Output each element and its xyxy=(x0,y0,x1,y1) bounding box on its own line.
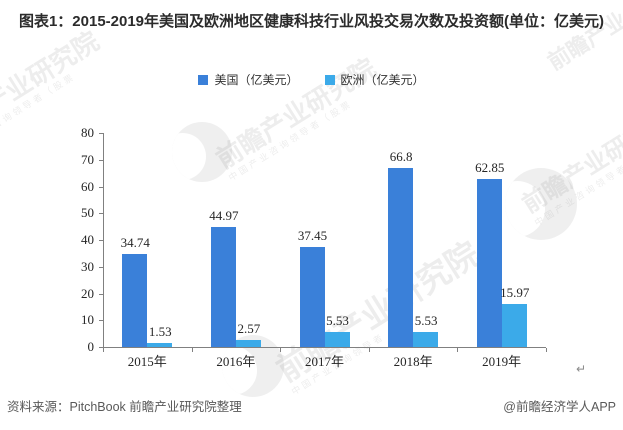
credit-text: @前瞻经济学人APP xyxy=(503,400,616,414)
y-axis-line xyxy=(103,133,104,347)
bar-value-label: 15.97 xyxy=(500,285,530,301)
x-axis-label: 2019年 xyxy=(482,354,522,369)
y-axis-label: 80 xyxy=(81,125,94,140)
y-axis-label: 70 xyxy=(81,151,94,167)
y-axis-label: 40 xyxy=(81,232,94,247)
bar-eu-2018 xyxy=(413,332,439,347)
y-axis-tick xyxy=(99,320,103,322)
legend-item-europe: 欧洲（亿美元） xyxy=(324,71,425,88)
x-axis-tick xyxy=(546,348,547,352)
y-axis-label: 0 xyxy=(87,339,95,354)
return-arrow-glyph: ↵ xyxy=(576,362,587,376)
bar-value-label: 5.53 xyxy=(414,313,438,329)
y-axis-tick xyxy=(99,240,103,241)
x-axis-line xyxy=(103,347,546,348)
bar-value-label: 1.53 xyxy=(148,323,172,339)
bar-us-2016 xyxy=(210,226,236,347)
y-axis-label: 20 xyxy=(81,285,94,301)
x-axis-label: 2015年 xyxy=(127,354,167,369)
bar-us-2019 xyxy=(476,178,502,347)
y-axis-tick xyxy=(99,347,103,348)
bar-value-label: 2.57 xyxy=(237,321,261,337)
y-axis-label: 30 xyxy=(81,258,94,274)
bar-value-label: 34.74 xyxy=(120,235,150,251)
x-axis-label: 2016年 xyxy=(216,354,256,369)
source-text: 资料来源：PitchBook 前瞻产业研究院整理 xyxy=(7,400,242,414)
legend-item-us: 美国（亿美元） xyxy=(198,71,299,88)
y-axis-tick xyxy=(99,186,103,188)
bar-us-2015 xyxy=(122,254,148,347)
bar-value-label: 37.45 xyxy=(297,227,328,243)
x-axis-label: 2017年 xyxy=(304,354,344,369)
footer: 资料来源：PitchBook 前瞻产业研究院整理 @前瞻经济学人APP xyxy=(7,396,616,415)
y-axis-label: 10 xyxy=(81,312,94,328)
bar-value-label: 66.8 xyxy=(389,149,413,165)
x-axis-tick xyxy=(103,348,104,352)
y-axis-tick xyxy=(99,133,103,134)
legend-label-us: 美国（亿美元） xyxy=(214,73,299,87)
y-axis-tick xyxy=(99,266,103,268)
x-axis-tick xyxy=(368,348,370,352)
y-axis-tick xyxy=(99,293,103,295)
legend-swatch-us xyxy=(198,74,209,85)
chart-title: 图表1：2015-2019年美国及欧洲地区健康科技行业风投交易次数及投资额(单位… xyxy=(18,13,605,30)
y-axis-tick xyxy=(99,213,103,215)
x-axis-tick xyxy=(280,348,282,352)
x-axis-tick xyxy=(191,348,193,352)
bar-value-label: 44.97 xyxy=(209,207,239,223)
bar-eu-2016 xyxy=(235,340,261,347)
y-axis-label: 50 xyxy=(81,205,94,221)
legend-swatch-europe xyxy=(324,74,335,85)
chart-legend: 美国（亿美元） 欧洲（亿美元） xyxy=(0,71,623,88)
bar-eu-2019 xyxy=(501,304,527,347)
x-axis-tick xyxy=(457,348,459,352)
bar-us-2018 xyxy=(388,168,414,347)
y-axis-label: 60 xyxy=(81,178,94,194)
bar-us-2017 xyxy=(299,246,325,347)
bar-eu-2015 xyxy=(147,342,173,347)
bar-eu-2017 xyxy=(324,332,350,347)
y-axis-tick xyxy=(99,159,103,161)
bar-value-label: 5.53 xyxy=(326,313,349,329)
x-axis-label: 2018年 xyxy=(393,354,433,369)
bar-value-label: 62.85 xyxy=(475,159,505,175)
legend-label-europe: 欧洲（亿美元） xyxy=(340,73,425,87)
